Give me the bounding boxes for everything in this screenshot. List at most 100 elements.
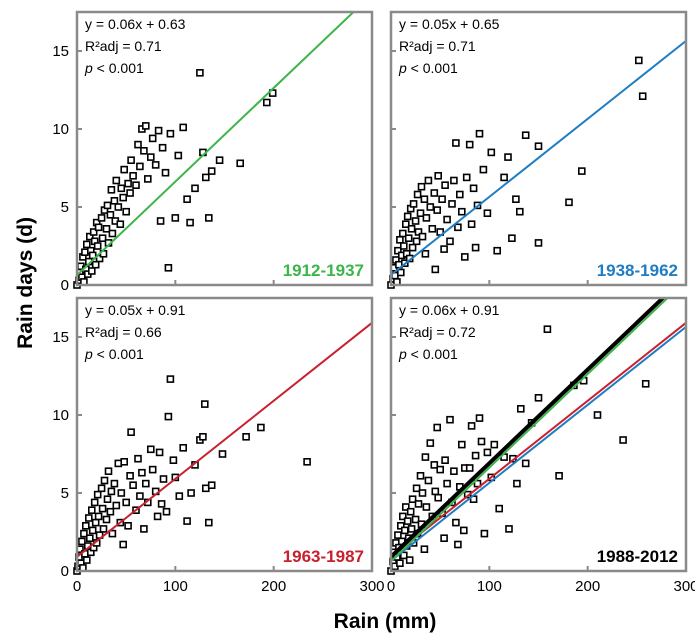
data-point	[416, 471, 425, 480]
data-point	[412, 484, 421, 493]
data-point	[433, 206, 442, 214]
data-point	[166, 129, 175, 138]
data-point	[619, 436, 627, 444]
data-point	[106, 507, 115, 516]
data-point	[144, 175, 152, 183]
data-point	[399, 551, 408, 560]
data-point	[107, 186, 116, 194]
p-italic: p	[84, 346, 93, 362]
panel-1912-1937: 0 5 10 15 y = 0.06x + 0.63 R²adj = 0.71 p < 0.…	[52, 10, 374, 294]
p-value-label: p < 0.001	[84, 346, 144, 362]
data-point	[450, 176, 458, 185]
data-point	[555, 471, 563, 480]
data-point	[164, 263, 173, 272]
data-point	[436, 465, 445, 474]
data-point	[407, 525, 416, 533]
data-point	[487, 148, 496, 157]
data-point	[107, 487, 116, 496]
data-point	[218, 450, 227, 458]
period-label: 1912-1937	[283, 261, 364, 280]
y-axis-label: Rain days (d)	[14, 217, 37, 349]
data-point	[140, 525, 148, 533]
data-point	[516, 404, 525, 413]
data-point	[183, 195, 191, 203]
y-tick-label: 10	[52, 407, 69, 424]
data-point	[500, 173, 508, 182]
data-point	[164, 412, 173, 421]
data-point	[512, 195, 520, 203]
data-point	[205, 214, 213, 222]
data-point	[534, 142, 543, 150]
data-point	[434, 493, 443, 502]
data-point	[169, 456, 178, 465]
data-point	[116, 220, 125, 228]
data-point	[431, 265, 440, 274]
data-point	[122, 498, 130, 507]
data-point	[418, 232, 427, 241]
period-label: 1963-1987	[283, 547, 364, 566]
data-point	[155, 448, 164, 457]
data-point	[196, 69, 204, 77]
data-point	[469, 184, 478, 193]
data-point	[440, 245, 448, 253]
data-point	[262, 98, 271, 107]
data-point	[104, 467, 113, 476]
r2-label: R²adj = 0.71	[399, 38, 476, 54]
data-point	[91, 518, 100, 527]
panel-frame	[389, 10, 688, 287]
p-value-label: p < 0.001	[398, 60, 458, 76]
data-point	[151, 161, 160, 169]
fit-equation: y = 0.05x + 0.91	[85, 302, 186, 318]
x-tick-label: 300	[359, 578, 384, 595]
data-point	[475, 414, 484, 422]
fit-equation: y = 0.06x + 0.63	[85, 16, 186, 32]
data-point	[428, 225, 437, 233]
data-point	[98, 504, 107, 513]
data-point	[483, 448, 492, 457]
data-point	[593, 411, 602, 419]
p-rest: < 0.001	[407, 346, 458, 362]
data-point	[112, 176, 121, 185]
data-point	[108, 529, 117, 538]
data-point	[421, 250, 430, 258]
data-point	[83, 556, 91, 564]
data-point	[78, 537, 86, 546]
data-point	[417, 182, 426, 191]
data-point	[515, 207, 524, 216]
data-point	[403, 212, 412, 221]
data-point	[103, 201, 112, 210]
fit-line-1938-1962	[391, 40, 686, 276]
data-point	[134, 140, 142, 149]
data-point	[398, 229, 407, 238]
data-point	[82, 521, 90, 530]
data-point	[136, 492, 144, 500]
p-rest: < 0.001	[93, 60, 144, 76]
data-point	[398, 512, 407, 521]
data-point	[420, 195, 429, 203]
data-point	[467, 220, 476, 228]
data-point	[94, 223, 103, 232]
data-point	[431, 487, 440, 496]
x-tick-label: 0	[73, 578, 81, 595]
data-point	[426, 439, 435, 447]
data-point	[187, 489, 195, 497]
data-point	[97, 214, 106, 222]
data-point	[191, 184, 199, 193]
y-tick-label: 10	[52, 121, 69, 138]
data-point	[565, 198, 573, 207]
data-point	[175, 492, 184, 500]
data-point	[124, 521, 132, 530]
data-point	[148, 134, 157, 143]
data-point	[418, 489, 427, 497]
data-point	[156, 217, 165, 225]
data-point	[438, 195, 446, 203]
data-point	[207, 167, 216, 175]
data-point	[127, 428, 135, 437]
data-point	[207, 481, 216, 490]
data-point	[495, 504, 504, 513]
data-point	[154, 126, 163, 135]
data-point	[86, 232, 94, 241]
data-point	[508, 234, 516, 242]
data-point	[148, 465, 157, 474]
y-tick-label: 15	[52, 43, 69, 60]
